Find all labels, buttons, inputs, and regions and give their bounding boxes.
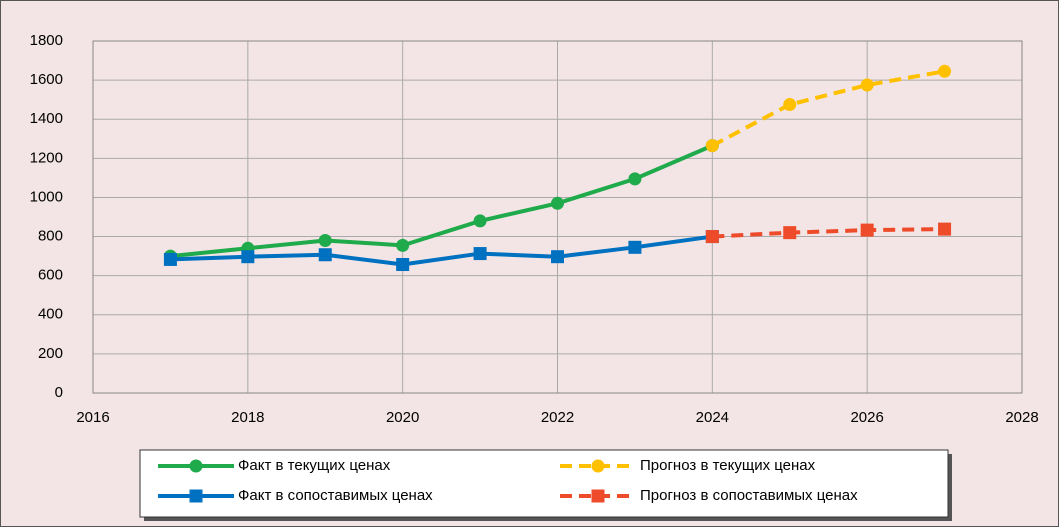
- y-tick-label: 400: [38, 306, 63, 323]
- legend-label: Факт в сопоставимых ценах: [238, 487, 433, 504]
- marker: [705, 139, 719, 153]
- marker: [860, 223, 874, 237]
- y-tick-label: 200: [38, 345, 63, 362]
- marker: [318, 233, 332, 247]
- marker: [705, 230, 719, 244]
- x-tick-label: 2016: [76, 409, 109, 426]
- legend-label: Прогноз в текущих ценах: [640, 457, 816, 474]
- x-tick-label: 2020: [386, 409, 419, 426]
- marker: [551, 196, 564, 210]
- marker: [628, 240, 642, 254]
- x-tick-label: 2022: [541, 409, 574, 426]
- marker: [783, 98, 797, 112]
- y-tick-label: 1000: [30, 188, 63, 205]
- y-tick-label: 1800: [30, 32, 63, 49]
- marker: [628, 172, 642, 186]
- y-tick-label: 800: [38, 228, 63, 245]
- legend-marker: [189, 489, 203, 503]
- x-tick-label: 2024: [696, 409, 729, 426]
- marker: [241, 250, 255, 264]
- marker: [783, 226, 797, 240]
- series-line: [170, 143, 714, 259]
- legend-label: Факт в текущих ценах: [238, 457, 391, 474]
- y-tick-label: 1200: [30, 149, 63, 166]
- x-tick-label: 2028: [1005, 409, 1038, 426]
- plot-border: [92, 40, 1023, 394]
- marker: [318, 248, 332, 262]
- series-line: [170, 234, 713, 267]
- legend-marker: [591, 459, 605, 473]
- y-tick-label: 1400: [30, 110, 63, 127]
- marker: [551, 250, 564, 264]
- series-line: [711, 69, 945, 148]
- legend-box: [139, 449, 949, 518]
- y-tick-label: 0: [55, 384, 63, 401]
- marker: [473, 247, 487, 261]
- marker: [396, 238, 410, 252]
- series-line: [712, 227, 945, 239]
- marker: [163, 252, 177, 266]
- marker: [938, 222, 952, 236]
- marker: [396, 258, 410, 272]
- x-tick-label: 2026: [850, 409, 883, 426]
- x-tick-label: 2018: [231, 409, 264, 426]
- marker: [473, 214, 487, 228]
- legend-label: Прогноз в сопоставимых ценах: [640, 487, 858, 504]
- y-tick-label: 1600: [30, 71, 63, 88]
- marker: [938, 64, 952, 78]
- marker: [860, 78, 874, 92]
- legend-marker: [189, 459, 203, 473]
- y-tick-label: 600: [38, 267, 63, 284]
- legend-marker: [591, 489, 605, 503]
